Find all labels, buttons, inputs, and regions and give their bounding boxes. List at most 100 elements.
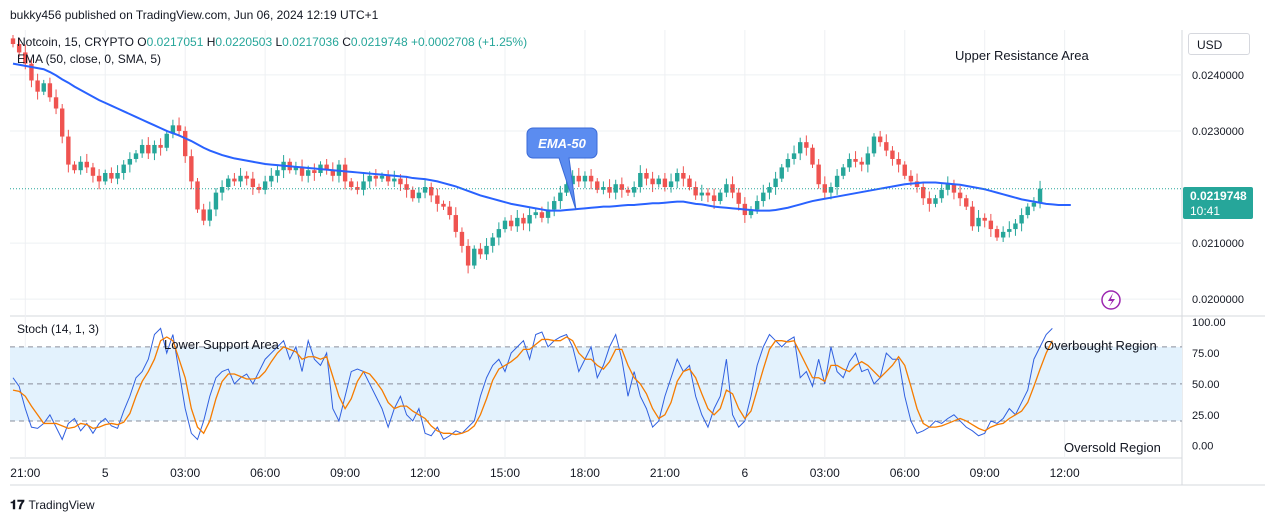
candle <box>472 245 477 269</box>
candle <box>115 165 120 185</box>
candle <box>41 79 46 96</box>
candle <box>576 167 581 188</box>
candle <box>970 201 975 231</box>
candle <box>226 175 231 191</box>
candle <box>508 215 514 231</box>
candle <box>121 160 126 180</box>
candle <box>798 137 803 161</box>
price-axis-tick: 0.0230000 <box>1192 126 1244 138</box>
ohlc-close-label: C <box>342 35 351 49</box>
candle <box>244 171 249 186</box>
candle <box>127 152 133 173</box>
candle <box>927 191 932 212</box>
candle <box>951 179 957 200</box>
candle <box>693 181 698 200</box>
price-axis-tick: 0.0240000 <box>1192 70 1244 82</box>
candle <box>53 89 59 115</box>
candle <box>201 203 206 226</box>
candle <box>988 213 994 237</box>
candle <box>195 178 200 213</box>
candle <box>748 206 754 219</box>
candle <box>859 157 864 172</box>
candle <box>207 201 212 227</box>
candle <box>785 153 791 172</box>
candle <box>312 163 317 181</box>
lightning-icon[interactable] <box>1101 290 1121 310</box>
candle <box>939 184 944 203</box>
candle <box>699 184 704 202</box>
candle <box>877 130 883 147</box>
candle <box>834 169 840 195</box>
candle <box>982 213 987 228</box>
time-axis-tick: 21:00 <box>650 466 680 480</box>
candle <box>103 169 108 185</box>
ohlc-open-label: O <box>137 35 147 49</box>
candle <box>158 138 163 156</box>
currency-button[interactable]: USD <box>1188 33 1250 55</box>
stoch-axis-tick: 100.00 <box>1192 317 1226 329</box>
time-axis-tick: 03:00 <box>810 466 840 480</box>
ema-line <box>12 62 1071 212</box>
candle <box>146 137 151 159</box>
stoch-d-line <box>12 336 1053 436</box>
candle <box>90 162 96 183</box>
lower-support-label: Lower Support Area <box>164 337 280 352</box>
candle <box>595 178 600 194</box>
candle <box>385 170 391 186</box>
time-axis-tick: 06:00 <box>890 466 920 480</box>
time-axis-tick: 5 <box>102 466 109 480</box>
candle <box>675 168 680 189</box>
candle <box>441 200 446 211</box>
candle <box>957 185 963 207</box>
candle <box>176 117 182 137</box>
candle <box>490 233 495 253</box>
ema-callout: EMA-50 <box>526 127 598 211</box>
candle <box>60 104 65 144</box>
candle <box>601 181 606 195</box>
candle <box>330 162 335 182</box>
candle <box>687 175 692 191</box>
candle <box>299 159 305 182</box>
candle <box>269 167 274 188</box>
candle <box>933 194 938 208</box>
ohlc-open: 0.0217051 <box>146 35 204 49</box>
candle <box>1007 221 1012 238</box>
tradingview-brand-text: TradingView <box>28 498 95 512</box>
candle <box>730 176 735 199</box>
candle <box>109 167 114 184</box>
candle <box>847 153 852 172</box>
candle <box>183 126 188 163</box>
candle <box>496 222 502 246</box>
symbol-legend: Notcoin, 15, CRYPTO O0.0217051 H0.022050… <box>17 35 527 49</box>
candle <box>459 227 465 253</box>
candle <box>681 166 686 187</box>
candle <box>791 145 797 165</box>
candle <box>324 158 329 175</box>
candle <box>84 153 89 173</box>
candle <box>773 171 778 195</box>
candle <box>718 189 723 205</box>
candle <box>822 176 827 199</box>
candle <box>705 188 711 203</box>
tradingview-brand[interactable]: 𝟏𝟕 TradingView <box>10 497 95 513</box>
oversold-label: Oversold Region <box>1064 440 1161 455</box>
candle <box>521 213 526 231</box>
candle <box>250 171 256 195</box>
candle <box>164 130 169 152</box>
time-axis-tick: 12:00 <box>410 466 440 480</box>
candle <box>16 38 22 57</box>
ema-callout-text: EMA-50 <box>538 136 586 151</box>
time-axis-tick: 09:00 <box>330 466 360 480</box>
stoch-legend: Stoch (14, 1, 3) <box>17 322 100 336</box>
candle <box>921 182 926 205</box>
candle <box>515 210 520 232</box>
candle <box>816 158 821 189</box>
candle <box>447 201 452 220</box>
stoch-axis-tick: 0.00 <box>1192 441 1213 453</box>
price-change: +0.0002708 (+1.25%) <box>410 35 528 49</box>
ohlc-low-label: L <box>275 35 283 49</box>
candle <box>262 175 268 195</box>
candle <box>644 168 649 186</box>
candle <box>804 135 809 156</box>
